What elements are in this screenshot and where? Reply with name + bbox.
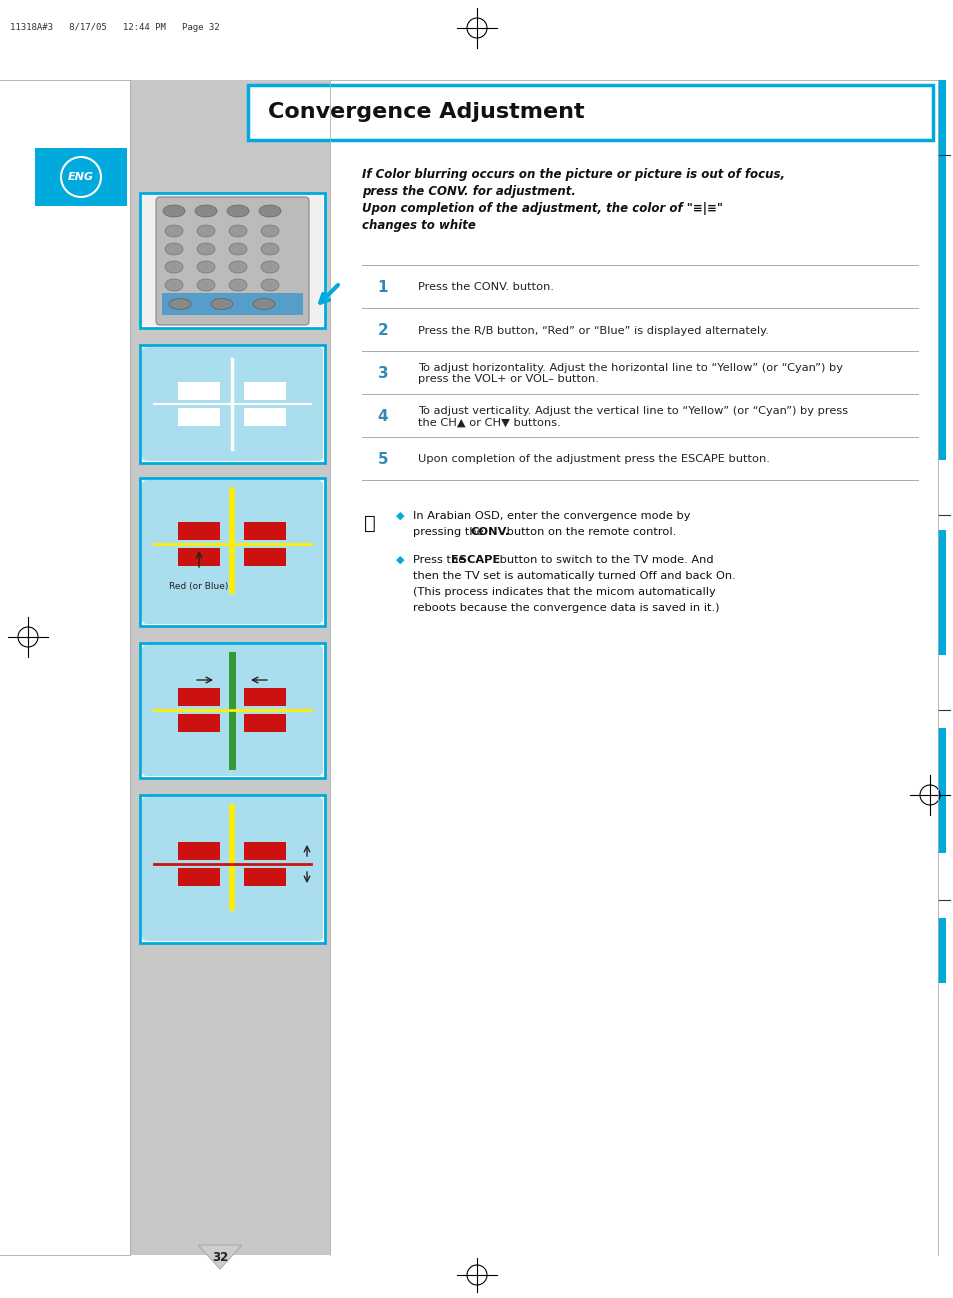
Text: (This process indicates that the micom automatically: (This process indicates that the micom a… (413, 587, 715, 597)
FancyBboxPatch shape (142, 480, 323, 624)
Text: To adjust verticality. Adjust the vertical line to “Yellow” (or “Cyan”) by press: To adjust verticality. Adjust the vertic… (417, 406, 847, 427)
Bar (937, 80, 945, 459)
Text: In Arabian OSD, enter the convergence mode by: In Arabian OSD, enter the convergence mo… (413, 511, 690, 520)
Ellipse shape (165, 243, 183, 254)
Bar (178, 714, 220, 732)
Ellipse shape (165, 261, 183, 273)
Text: Upon completion of the adjustment, the color of "≡|≡": Upon completion of the adjustment, the c… (361, 202, 722, 215)
Text: press the CONV. for adjustment.: press the CONV. for adjustment. (361, 186, 576, 199)
Ellipse shape (196, 279, 214, 291)
Polygon shape (198, 1245, 242, 1269)
Ellipse shape (227, 205, 249, 217)
Text: Press the CONV. button.: Press the CONV. button. (417, 283, 554, 292)
Bar (937, 728, 945, 853)
Ellipse shape (261, 225, 278, 238)
Bar (244, 522, 286, 540)
Text: 4: 4 (377, 409, 388, 424)
Bar (140, 478, 325, 626)
Bar (35, 148, 127, 206)
Bar (162, 293, 303, 315)
Bar (130, 80, 330, 1255)
Text: 32: 32 (212, 1250, 228, 1263)
Bar (140, 345, 325, 463)
Text: ◆: ◆ (395, 556, 404, 565)
Ellipse shape (229, 261, 247, 273)
Ellipse shape (196, 243, 214, 254)
Text: ◆: ◆ (395, 511, 404, 520)
Text: 📞: 📞 (364, 514, 375, 532)
Bar (140, 643, 325, 778)
FancyBboxPatch shape (142, 645, 323, 776)
Bar (140, 794, 325, 944)
Text: 2: 2 (377, 323, 388, 337)
Text: ESCAPE: ESCAPE (451, 556, 499, 565)
Ellipse shape (169, 299, 191, 309)
Ellipse shape (229, 243, 247, 254)
Ellipse shape (165, 225, 183, 238)
Ellipse shape (165, 279, 183, 291)
Bar (178, 522, 220, 540)
Bar (244, 714, 286, 732)
Text: button to switch to the TV mode. And: button to switch to the TV mode. And (496, 556, 713, 565)
Ellipse shape (261, 279, 278, 291)
FancyBboxPatch shape (142, 195, 323, 326)
Ellipse shape (211, 299, 233, 309)
Text: ENG: ENG (68, 173, 94, 182)
Ellipse shape (196, 225, 214, 238)
Bar (178, 382, 220, 400)
Text: 5: 5 (377, 452, 388, 467)
Text: Press the R/B button, “Red” or “Blue” is displayed alternately.: Press the R/B button, “Red” or “Blue” is… (417, 326, 768, 335)
Bar (178, 408, 220, 426)
Bar (937, 530, 945, 655)
Bar (178, 548, 220, 566)
Text: If Color blurring occurs on the picture or picture is out of focus,: If Color blurring occurs on the picture … (361, 167, 784, 180)
Ellipse shape (253, 299, 274, 309)
Text: To adjust horizontality. Adjust the horizontal line to “Yellow” (or “Cyan”) by
p: To adjust horizontality. Adjust the hori… (417, 362, 842, 384)
Text: button on the remote control.: button on the remote control. (502, 527, 676, 537)
Text: reboots because the convergence data is saved in it.): reboots because the convergence data is … (413, 604, 719, 613)
FancyBboxPatch shape (156, 197, 309, 324)
Bar (937, 918, 945, 983)
Ellipse shape (229, 225, 247, 238)
Bar (244, 408, 286, 426)
Ellipse shape (261, 261, 278, 273)
Bar (244, 868, 286, 887)
Text: pressing the: pressing the (413, 527, 487, 537)
Bar (244, 842, 286, 861)
Bar (178, 868, 220, 887)
Ellipse shape (261, 243, 278, 254)
Bar (244, 688, 286, 706)
Text: then the TV set is automatically turned Off and back On.: then the TV set is automatically turned … (413, 571, 735, 582)
Text: Press the: Press the (413, 556, 468, 565)
Text: Red (or Blue): Red (or Blue) (169, 582, 229, 591)
Bar (140, 193, 325, 328)
Bar (178, 842, 220, 861)
Bar (248, 84, 932, 140)
Ellipse shape (258, 205, 281, 217)
Ellipse shape (163, 205, 185, 217)
Text: Upon completion of the adjustment press the ESCAPE button.: Upon completion of the adjustment press … (417, 454, 769, 465)
Ellipse shape (194, 205, 216, 217)
Text: 1: 1 (377, 280, 388, 295)
FancyBboxPatch shape (142, 347, 323, 461)
Bar (244, 382, 286, 400)
FancyBboxPatch shape (142, 797, 323, 941)
Bar (178, 688, 220, 706)
Text: Convergence Adjustment: Convergence Adjustment (268, 103, 584, 122)
Text: CONV.: CONV. (470, 527, 509, 537)
Ellipse shape (229, 279, 247, 291)
Text: 3: 3 (377, 366, 388, 382)
Ellipse shape (196, 261, 214, 273)
Bar (244, 548, 286, 566)
Text: changes to white: changes to white (361, 219, 476, 232)
Text: 11318A#3   8/17/05   12:44 PM   Page 32: 11318A#3 8/17/05 12:44 PM Page 32 (10, 23, 219, 32)
